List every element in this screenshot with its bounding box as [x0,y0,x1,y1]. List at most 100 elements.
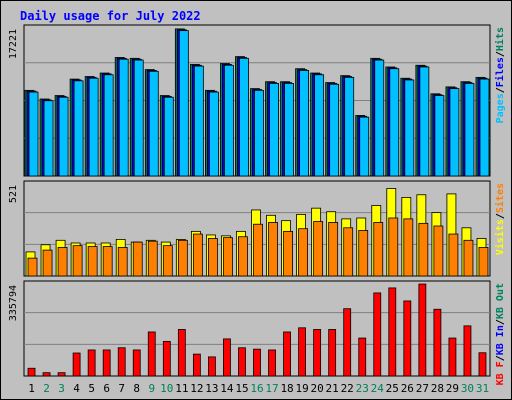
bar-sites-day-18 [283,230,293,277]
bar-sites-day-1 [27,257,38,277]
day-label-6: 6 [103,382,110,395]
bar-sites-day-6 [102,246,113,277]
bar-sites-day-17 [268,222,278,277]
day-label-22: 22 [341,382,354,395]
bar-sites-day-13 [207,238,218,277]
bar-kb-f-day-12 [192,353,201,377]
day-label-17: 17 [265,382,278,395]
bar-pages-day-14 [224,64,234,177]
bar-sites-day-27 [418,222,429,277]
bar-sites-day-31 [478,247,489,277]
bar-kb-f-day-4 [72,352,81,377]
bar-kb-f-day-9 [147,331,156,377]
bar-kb-f-day-14 [223,338,231,377]
legend-entry: KB F [495,361,506,385]
bar-pages-day-25 [389,68,400,177]
bar-kb-f-day-7 [117,347,126,377]
day-label-2: 2 [43,382,50,395]
bar-pages-day-28 [434,95,445,177]
legend-entry: / [495,355,506,361]
bar-sites-day-5 [87,246,98,277]
bar-kb-f-day-2 [42,372,51,377]
legend-entry: / [495,51,506,57]
bar-sites-day-20 [313,221,324,277]
bar-kb-f-day-29 [448,337,457,377]
legend-entry: Files [494,57,506,87]
bar-pages-day-19 [299,70,310,177]
bar-sites-day-16 [253,223,263,277]
chart-title: Daily usage for July 2022 [20,9,201,23]
bar-pages-day-4 [73,80,84,177]
bar-sites-day-14 [223,237,233,277]
bar-kb-f-day-17 [268,349,276,377]
bar-pages-day-1 [28,91,39,177]
bar-sites-day-21 [328,222,339,277]
bar-pages-day-17 [269,83,279,177]
bar-sites-day-8 [132,241,143,277]
bar-sites-day-29 [448,233,459,277]
bar-pages-day-20 [314,74,325,177]
day-label-18: 18 [280,382,293,395]
legend-entry: Hits [494,27,506,51]
bar-sites-day-9 [147,240,158,277]
legend-entry: Visits [494,219,506,255]
bar-pages-day-21 [329,83,340,177]
bar-kb-f-day-15 [238,347,246,377]
day-label-8: 8 [133,382,140,395]
day-label-21: 21 [326,382,339,395]
bar-kb-f-day-20 [313,329,322,377]
bar-kb-f-day-21 [328,329,337,377]
day-label-12: 12 [190,382,203,395]
legend-entry: Pages [495,93,506,123]
bar-pages-day-10 [163,96,174,177]
bar-kb-f-day-11 [177,329,186,377]
day-label-3: 3 [58,382,65,395]
bar-pages-day-22 [344,76,355,177]
bar-sites-day-11 [177,239,188,277]
bar-sites-day-26 [403,218,414,277]
bar-kb-f-day-18 [283,331,291,377]
bar-kb-f-day-30 [463,325,472,377]
legend-visits: Visits/Sites [494,183,506,255]
day-label-13: 13 [205,382,218,395]
bar-pages-day-27 [419,66,430,177]
bar-pages-day-3 [58,96,69,177]
day-label-1: 1 [28,382,35,395]
bar-pages-day-6 [103,74,114,177]
bar-pages-day-9 [148,70,159,177]
bar-sites-day-3 [57,247,68,277]
bar-kb-f-day-10 [162,340,171,377]
bar-kb-f-day-1 [27,367,36,377]
bar-sites-day-23 [358,230,369,277]
day-labels: 1 2 3 4 5 6 7 8 9 10 11 12 13 14 15 16 17 18 19 20 21 22 23 24 2… [28,382,489,395]
bar-kb-f-day-13 [207,356,216,377]
day-label-31: 31 [476,382,489,395]
day-label-28: 28 [431,382,444,395]
bar-pages-day-2 [43,100,54,177]
axis-max-label: 17221 [8,29,19,59]
day-label-24: 24 [371,382,385,395]
legend-entry: Sites [494,183,506,213]
day-label-11: 11 [175,382,188,395]
day-label-23: 23 [356,382,369,395]
bar-pages-day-16 [254,89,264,177]
day-label-20: 20 [311,382,324,395]
bar-kb-f-day-3 [57,372,66,377]
bar-kb-f-day-8 [132,349,141,377]
day-label-16: 16 [250,382,263,395]
bar-pages-day-7 [118,58,129,177]
bar-sites-day-25 [388,217,399,277]
day-label-14: 14 [220,382,234,395]
bar-pages-day-23 [359,116,370,177]
legend-volume: KB F/KB In/KB Out [495,283,506,385]
bar-sites-day-15 [238,236,248,277]
day-label-10: 10 [160,382,173,395]
bar-kb-f-day-31 [478,352,487,377]
legend-requests: Pages/Files/Hits [494,27,506,123]
axis-max-label: 335794 [8,285,19,321]
bar-pages-day-24 [374,59,385,177]
bar-pages-day-13 [208,91,219,177]
bar-sites-day-7 [117,247,128,277]
